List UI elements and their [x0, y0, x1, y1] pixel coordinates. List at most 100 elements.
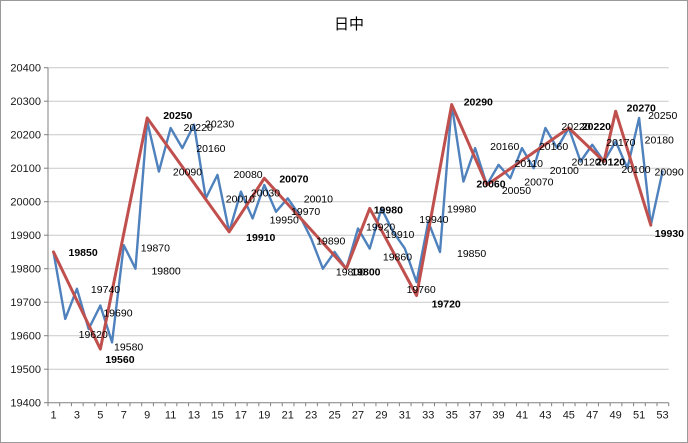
y-axis-tick-label: 19700: [10, 297, 41, 309]
axis-tick-labels: 19400 19500 19600 19700 19800 19900 20000 20100…: [10, 63, 668, 422]
data-label: 19800: [151, 266, 180, 278]
data-label: 19860: [383, 252, 412, 264]
y-axis-tick-label: 20200: [10, 130, 41, 142]
x-axis-tick-label: 23: [305, 410, 317, 422]
x-axis-tick-label: 5: [97, 410, 103, 422]
x-axis-tick-label: 3: [74, 410, 80, 422]
y-axis-tick-label: 19600: [10, 331, 41, 343]
x-axis-tick-label: 35: [446, 410, 458, 422]
data-label: 20060: [476, 179, 505, 191]
data-label: 19910: [385, 229, 414, 241]
data-label: 19620: [79, 329, 108, 341]
data-label: 19850: [69, 247, 98, 259]
y-axis-tick-label: 20400: [10, 63, 41, 75]
data-label: 20030: [251, 188, 280, 200]
data-label: 20220: [582, 121, 611, 133]
data-label: 20230: [205, 119, 234, 131]
data-label: 19560: [105, 354, 134, 366]
gridlines: [48, 67, 669, 370]
series-line-price-blue: [52, 103, 664, 344]
data-label: 20120: [572, 157, 601, 169]
x-axis-tick-label: 1: [50, 410, 56, 422]
x-axis-tick-label: 47: [586, 410, 598, 422]
x-axis-tick-label: 21: [282, 410, 294, 422]
x-axis-tick-label: 25: [328, 410, 340, 422]
data-label: 20160: [539, 141, 568, 153]
x-axis-tick-label: 53: [656, 410, 668, 422]
data-series: [52, 103, 664, 351]
data-label: 19920: [366, 222, 395, 234]
data-label: 19930: [655, 228, 684, 240]
x-axis-tick-label: 45: [563, 410, 575, 422]
x-axis-tick-label: 19: [258, 410, 270, 422]
data-label: 19580: [114, 341, 143, 353]
data-label: 20270: [627, 102, 656, 114]
axes: [44, 67, 670, 407]
data-label: 19980: [447, 203, 476, 215]
data-label: 19850: [457, 248, 486, 260]
data-label: 20220: [561, 121, 590, 133]
x-axis-tick-label: 39: [492, 410, 504, 422]
x-axis-tick-label: 27: [352, 410, 364, 422]
data-label: 20290: [464, 97, 493, 109]
data-label: 20090: [173, 167, 202, 179]
x-axis-tick-label: 15: [211, 410, 223, 422]
data-label: 19910: [246, 232, 275, 244]
data-label: 19980: [374, 204, 403, 216]
data-labels: 19850 19740 19620 19560 19690 19580 19870 19800…: [69, 97, 685, 367]
data-label: 19760: [407, 284, 436, 296]
x-axis-tick-label: 49: [610, 410, 622, 422]
series-line-swing-red: [52, 103, 653, 351]
data-label: 20070: [279, 173, 308, 185]
data-label: 20250: [163, 110, 192, 122]
data-label: 19740: [91, 284, 120, 296]
data-label: 20050: [502, 185, 531, 197]
y-axis-tick-label: 19400: [10, 398, 41, 410]
data-label: 20110: [515, 158, 544, 170]
x-axis-tick-label: 17: [235, 410, 247, 422]
data-label: 20090: [655, 167, 684, 179]
data-label: 19950: [270, 214, 299, 226]
data-label: 20160: [196, 143, 225, 155]
data-label: 19870: [141, 242, 170, 254]
y-axis-tick-label: 19900: [10, 230, 41, 242]
x-axis-tick-label: 11: [165, 410, 176, 422]
data-label: 19970: [291, 206, 320, 218]
data-label: 20010: [226, 193, 255, 205]
y-axis-tick-label: 19800: [10, 264, 41, 276]
x-axis-tick-label: 37: [469, 410, 481, 422]
chart-title: 日中: [334, 16, 364, 33]
data-label: 20080: [233, 169, 262, 181]
data-label: 20120: [596, 157, 625, 169]
x-axis-tick-label: 29: [375, 410, 387, 422]
data-label: 19800: [336, 267, 365, 279]
data-label: 19720: [432, 299, 461, 311]
y-axis-tick-label: 20300: [10, 96, 41, 108]
data-label: 20220: [184, 122, 213, 134]
data-label: 19690: [103, 308, 132, 320]
data-label: 19890: [316, 236, 345, 248]
data-label: 20100: [550, 165, 579, 177]
data-label: 20160: [490, 141, 519, 153]
x-axis-tick-label: 43: [539, 410, 551, 422]
x-axis-tick-label: 13: [188, 410, 200, 422]
x-axis-tick-label: 51: [633, 410, 645, 422]
x-axis-tick-label: 7: [121, 410, 127, 422]
data-label: 20180: [645, 134, 674, 146]
data-label: 20070: [524, 176, 553, 188]
x-axis-tick-label: 9: [144, 410, 150, 422]
y-axis-tick-label: 19500: [10, 364, 41, 376]
data-label: 19800: [351, 267, 380, 279]
data-label: 20170: [606, 137, 635, 149]
data-label: 20010: [304, 193, 333, 205]
y-axis-tick-label: 20000: [10, 197, 41, 209]
x-axis-tick-label: 31: [399, 410, 411, 422]
x-axis-tick-label: 41: [516, 410, 528, 422]
y-axis-tick-label: 20100: [10, 163, 41, 175]
x-axis-tick-label: 33: [422, 410, 434, 422]
data-label: 20100: [621, 164, 650, 176]
data-label: 19940: [419, 214, 448, 226]
data-label: 20250: [648, 110, 677, 122]
